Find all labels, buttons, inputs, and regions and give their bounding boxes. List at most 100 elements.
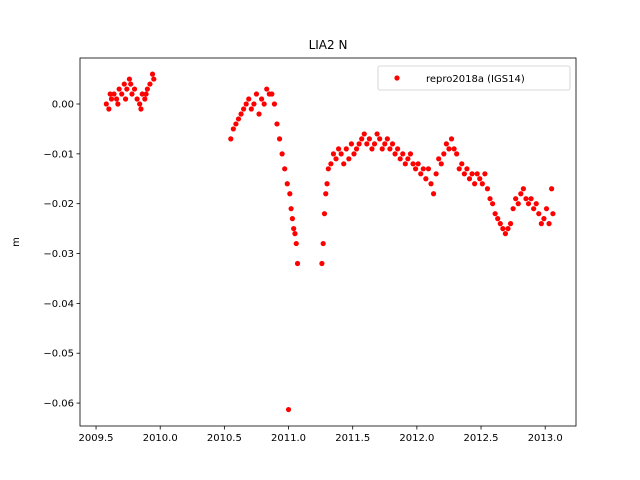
point	[119, 91, 125, 97]
plot-frame	[79, 57, 577, 427]
legend-marker	[394, 75, 400, 81]
point	[271, 101, 278, 107]
x-tick-label: 2010.5	[207, 433, 242, 444]
point	[264, 86, 270, 92]
point	[395, 146, 401, 152]
point	[282, 166, 288, 172]
point	[335, 146, 342, 152]
point	[348, 141, 355, 147]
point	[448, 136, 455, 142]
point	[258, 96, 265, 102]
point	[122, 96, 129, 102]
point	[251, 101, 257, 107]
point	[293, 240, 299, 247]
point	[464, 166, 470, 172]
point	[230, 126, 236, 132]
point	[151, 76, 157, 82]
y-tick-label: −0.04	[43, 299, 74, 310]
point	[129, 91, 135, 97]
point	[246, 96, 252, 102]
point	[420, 166, 426, 172]
point	[319, 260, 325, 267]
point	[438, 161, 444, 167]
legend-label: repro2018a (IGS14)	[426, 74, 525, 85]
point	[107, 91, 113, 97]
point	[402, 161, 408, 167]
point	[243, 101, 249, 107]
point	[103, 101, 109, 107]
point	[543, 206, 550, 212]
point	[374, 131, 380, 137]
point	[256, 111, 262, 117]
point	[446, 146, 452, 152]
point	[505, 226, 511, 232]
point	[228, 136, 234, 142]
point	[364, 141, 370, 147]
point	[235, 116, 242, 122]
x-tick-label: 2012.5	[464, 433, 499, 444]
point	[418, 171, 424, 177]
point	[353, 146, 360, 152]
point	[287, 191, 293, 197]
point	[392, 151, 398, 157]
point	[389, 141, 396, 147]
point	[459, 161, 465, 167]
point	[294, 260, 301, 267]
point	[428, 181, 434, 187]
point	[489, 201, 496, 207]
point	[443, 141, 449, 147]
legend-box	[377, 65, 571, 91]
point	[484, 186, 491, 192]
point	[433, 171, 439, 177]
point	[492, 211, 498, 217]
x-tick-label: 2011.5	[335, 433, 370, 444]
point	[320, 240, 326, 247]
point	[550, 211, 556, 217]
point	[124, 86, 130, 92]
point	[436, 156, 442, 162]
point	[425, 166, 432, 172]
point	[379, 146, 385, 152]
point	[377, 136, 383, 142]
point	[546, 221, 552, 227]
point	[466, 176, 473, 182]
point	[144, 86, 150, 92]
x-tick-label: 2009.5	[79, 433, 114, 444]
point	[400, 151, 406, 157]
point	[134, 96, 140, 102]
point	[108, 96, 115, 102]
point	[323, 191, 329, 197]
point	[520, 186, 526, 192]
point	[261, 101, 267, 107]
point	[536, 211, 542, 217]
point	[405, 156, 411, 162]
point	[279, 151, 285, 157]
point	[238, 111, 244, 117]
point	[371, 141, 378, 147]
point	[143, 91, 149, 97]
point	[291, 226, 297, 232]
point	[139, 91, 145, 97]
point	[412, 166, 419, 172]
point	[248, 106, 254, 112]
point	[538, 221, 544, 227]
point	[510, 206, 516, 212]
point	[397, 156, 403, 162]
point	[456, 166, 462, 172]
point	[269, 91, 275, 97]
point	[497, 221, 503, 227]
point	[233, 121, 239, 127]
point	[276, 136, 283, 142]
point	[328, 161, 334, 167]
point	[121, 81, 127, 87]
point	[441, 151, 447, 157]
point	[131, 86, 138, 92]
point	[472, 181, 478, 187]
point	[324, 181, 330, 187]
point	[361, 131, 367, 137]
point	[541, 216, 547, 222]
x-tick-label: 2011.0	[271, 433, 306, 444]
point	[330, 151, 337, 157]
point	[346, 156, 352, 162]
